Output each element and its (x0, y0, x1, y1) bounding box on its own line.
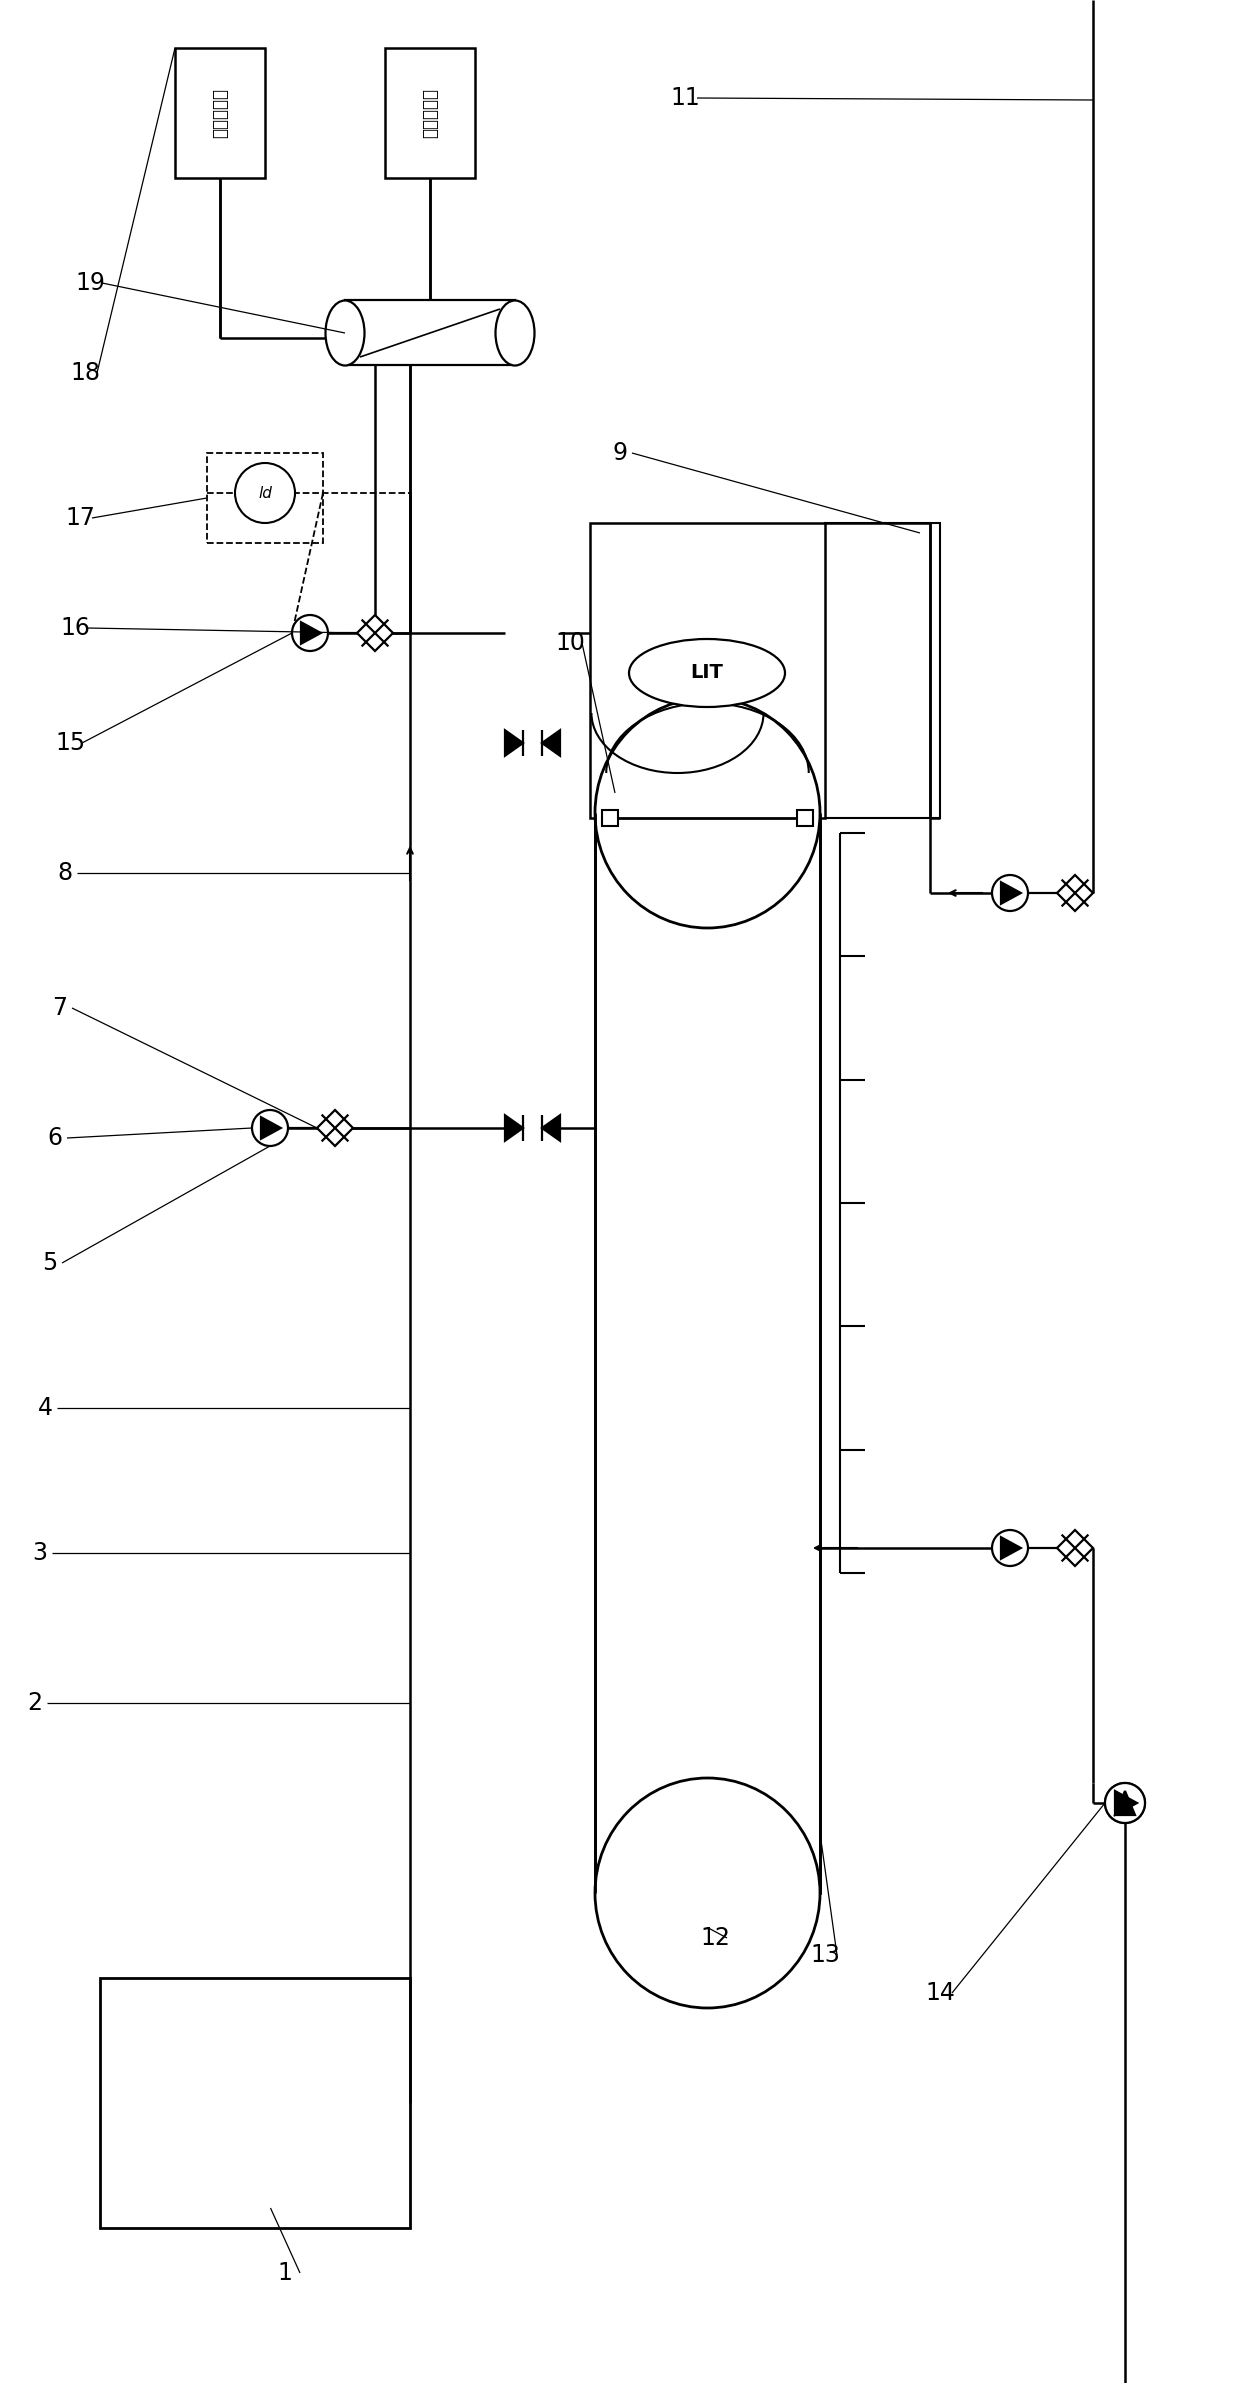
Bar (207, 453, 322, 543)
Polygon shape (1115, 1792, 1137, 1816)
Bar (825, 522, 940, 817)
Text: 7: 7 (52, 996, 67, 1020)
Text: 10: 10 (556, 631, 585, 655)
Text: LIT: LIT (691, 662, 723, 682)
Text: 13: 13 (810, 1942, 839, 1966)
Text: 2: 2 (27, 1692, 42, 1716)
Text: 4: 4 (37, 1396, 52, 1420)
Text: 15: 15 (55, 732, 86, 755)
Bar (384, 48, 475, 179)
Bar (345, 300, 515, 365)
Polygon shape (542, 1115, 560, 1141)
Text: 18: 18 (69, 360, 100, 386)
Text: 9: 9 (613, 441, 627, 465)
Circle shape (992, 1530, 1028, 1566)
Text: 间接供用户: 间接供用户 (422, 88, 439, 138)
Polygon shape (542, 729, 560, 755)
Polygon shape (1115, 1792, 1135, 1816)
Bar (797, 810, 813, 827)
Polygon shape (1001, 882, 1021, 903)
Polygon shape (505, 729, 523, 755)
Ellipse shape (629, 639, 785, 708)
Ellipse shape (595, 1778, 820, 2009)
Text: 8: 8 (57, 860, 73, 884)
Bar (601, 810, 618, 827)
Polygon shape (317, 1110, 353, 1146)
Circle shape (1105, 1782, 1145, 1823)
Text: 11: 11 (670, 86, 699, 110)
Circle shape (291, 615, 329, 651)
Text: 12: 12 (701, 1925, 730, 1949)
Bar (100, 1978, 410, 2228)
Polygon shape (357, 615, 393, 651)
Circle shape (992, 875, 1028, 910)
Polygon shape (301, 622, 321, 643)
Polygon shape (260, 1118, 280, 1139)
Circle shape (252, 1110, 288, 1146)
Polygon shape (1056, 1530, 1092, 1566)
Ellipse shape (496, 300, 534, 365)
Text: 19: 19 (76, 272, 105, 295)
Text: 17: 17 (64, 505, 95, 529)
Text: ld: ld (258, 486, 272, 500)
Text: 3: 3 (32, 1542, 47, 1566)
Ellipse shape (595, 698, 820, 927)
Polygon shape (1056, 875, 1092, 910)
Text: 1: 1 (278, 2261, 293, 2285)
Bar (595, 813, 820, 1892)
Bar (175, 48, 265, 179)
Ellipse shape (325, 300, 365, 365)
Circle shape (236, 462, 295, 522)
Text: 5: 5 (42, 1251, 57, 1275)
Text: 直接供用户: 直接供用户 (211, 88, 229, 138)
Polygon shape (505, 1115, 523, 1141)
Polygon shape (1001, 1537, 1021, 1558)
Text: 14: 14 (925, 1980, 955, 2004)
Circle shape (1105, 1782, 1145, 1823)
Bar (590, 522, 825, 817)
Text: 6: 6 (47, 1127, 62, 1151)
Text: 16: 16 (60, 615, 91, 641)
